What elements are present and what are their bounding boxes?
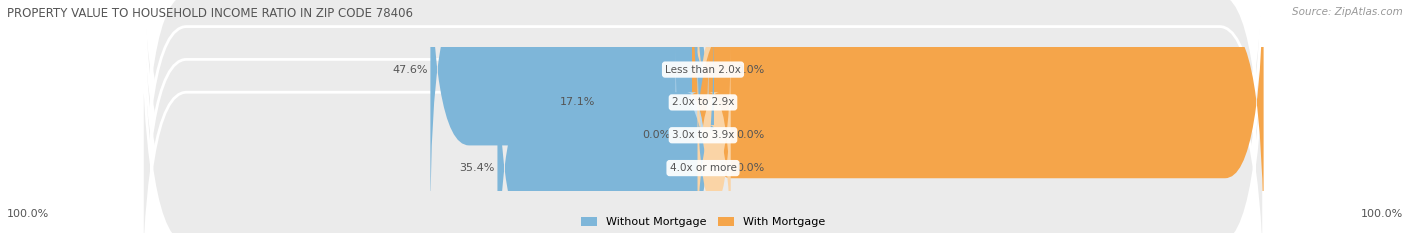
Text: 0.0%: 0.0% bbox=[735, 65, 765, 75]
FancyBboxPatch shape bbox=[142, 0, 1264, 233]
FancyBboxPatch shape bbox=[697, 80, 731, 233]
Text: 0.0%: 0.0% bbox=[641, 130, 671, 140]
Text: 2.0x to 2.9x: 2.0x to 2.9x bbox=[672, 97, 734, 107]
Text: PROPERTY VALUE TO HOUSEHOLD INCOME RATIO IN ZIP CODE 78406: PROPERTY VALUE TO HOUSEHOLD INCOME RATIO… bbox=[7, 7, 413, 20]
FancyBboxPatch shape bbox=[697, 47, 731, 224]
FancyBboxPatch shape bbox=[142, 0, 1264, 233]
FancyBboxPatch shape bbox=[498, 14, 714, 233]
Text: 17.1%: 17.1% bbox=[560, 97, 595, 107]
FancyBboxPatch shape bbox=[598, 0, 714, 233]
FancyBboxPatch shape bbox=[142, 0, 1264, 233]
Text: 100.0%: 100.0% bbox=[1267, 97, 1312, 107]
Legend: Without Mortgage, With Mortgage: Without Mortgage, With Mortgage bbox=[581, 217, 825, 227]
Text: 100.0%: 100.0% bbox=[1361, 209, 1403, 219]
Text: 3.0x to 3.9x: 3.0x to 3.9x bbox=[672, 130, 734, 140]
FancyBboxPatch shape bbox=[692, 0, 1264, 233]
FancyBboxPatch shape bbox=[675, 47, 709, 224]
Text: 0.0%: 0.0% bbox=[735, 163, 765, 173]
Text: 35.4%: 35.4% bbox=[460, 163, 495, 173]
Text: 0.0%: 0.0% bbox=[735, 130, 765, 140]
Text: Source: ZipAtlas.com: Source: ZipAtlas.com bbox=[1292, 7, 1403, 17]
Text: 100.0%: 100.0% bbox=[7, 209, 49, 219]
FancyBboxPatch shape bbox=[142, 0, 1264, 233]
Text: 47.6%: 47.6% bbox=[392, 65, 427, 75]
FancyBboxPatch shape bbox=[430, 0, 714, 223]
Text: 4.0x or more: 4.0x or more bbox=[669, 163, 737, 173]
FancyBboxPatch shape bbox=[697, 0, 731, 158]
Text: Less than 2.0x: Less than 2.0x bbox=[665, 65, 741, 75]
